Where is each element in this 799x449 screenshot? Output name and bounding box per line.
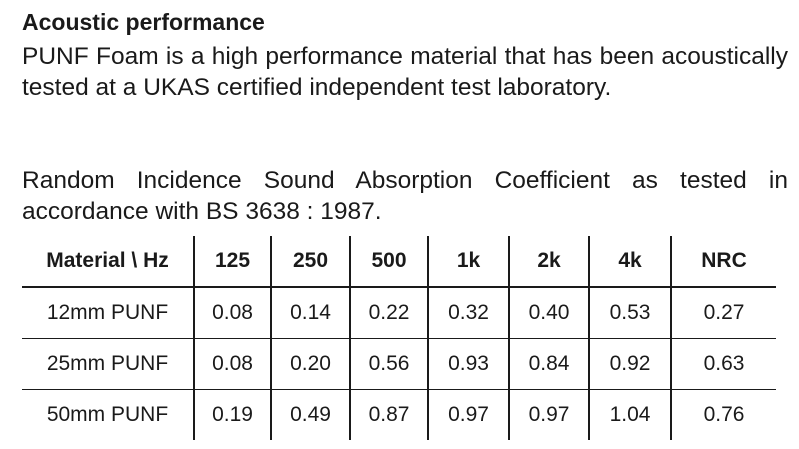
absorption-table: Material \ Hz 125 250 500 1k 2k 4k NRC 12mm PUN…	[22, 236, 776, 440]
header-cell: 2k	[508, 236, 589, 288]
cell: 0.19	[193, 389, 271, 440]
cell: 0.22	[349, 287, 428, 339]
header-cell: NRC	[670, 236, 776, 288]
header-cell: 500	[349, 236, 428, 288]
cell: 1.04	[588, 389, 671, 440]
table-row: 12mm PUNF 0.08 0.14 0.22 0.32 0.40 0.53 0.27	[22, 287, 776, 339]
cell: 0.27	[670, 287, 776, 339]
table-body: 12mm PUNF 0.08 0.14 0.22 0.32 0.40 0.53 0.27 25m…	[22, 287, 776, 440]
cell: 0.84	[508, 338, 589, 390]
header-cell: 125	[193, 236, 271, 288]
cell: 0.20	[270, 338, 350, 390]
row-label: 50mm PUNF	[46, 403, 169, 426]
row-label: 12mm PUNF	[22, 287, 194, 339]
cell: 0.08	[193, 287, 271, 339]
row-label: 25mm PUNF	[22, 338, 194, 390]
cell: 0.97	[427, 389, 509, 440]
header-cell: 4k	[588, 236, 671, 288]
cell: 0.40	[508, 287, 589, 339]
paragraph: Random Incidence Sound Absorption Coeffi…	[22, 167, 788, 225]
cell: 0.56	[349, 338, 428, 390]
cell: 0.32	[427, 287, 509, 339]
header-cell: Material \ Hz	[22, 236, 194, 288]
header-cell: 1k	[427, 236, 509, 288]
table-row: 25mm PUNF 0.08 0.20 0.56 0.93 0.84 0.92 0.63	[22, 338, 776, 390]
cell: 0.87	[349, 389, 428, 440]
cell: 0.93	[427, 338, 509, 390]
header-cell: 250	[270, 236, 350, 288]
cell: 0.53	[588, 287, 671, 339]
paragraph: PUNF Foam is a high performance material…	[22, 43, 788, 101]
cell: 0.76	[670, 389, 776, 440]
header-row: Material \ Hz 125 250 500 1k 2k 4k NRC	[22, 236, 776, 288]
cell: 0.97	[508, 389, 589, 440]
cell: 0.63	[670, 338, 776, 390]
cell: 0.49	[270, 389, 350, 440]
table-row: 50mm PUNF 0.19 0.49 0.87 0.97 0.97 1.04 0.76	[22, 389, 776, 440]
table-header: Material \ Hz 125 250 500 1k 2k 4k NRC	[22, 236, 776, 288]
heading: Acoustic performance	[22, 9, 265, 35]
cell: 0.14	[270, 287, 350, 339]
cell: 0.08	[193, 338, 271, 390]
cell: 0.92	[588, 338, 671, 390]
